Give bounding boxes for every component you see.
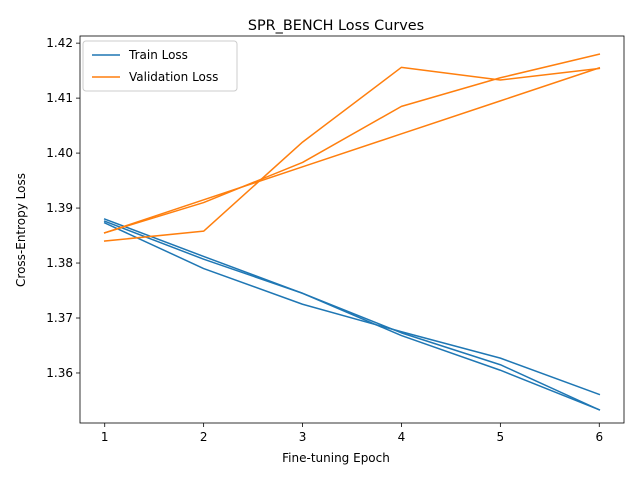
x-tick-label: 2 [200, 430, 208, 444]
x-axis-label: Fine-tuning Epoch [282, 451, 390, 465]
y-tick-label: 1.42 [46, 36, 73, 50]
series-layer [103, 53, 601, 411]
y-tick-label: 1.39 [46, 201, 73, 215]
legend-label: Validation Loss [129, 70, 218, 84]
plot-frame [79, 35, 625, 424]
y-axis-label: Cross-Entropy Loss [14, 173, 28, 287]
series-line-6 [103, 66, 601, 234]
series-line-1 [103, 218, 601, 411]
x-tick-label: 5 [497, 430, 505, 444]
x-tick-label: 1 [101, 430, 109, 444]
series-line-5 [103, 53, 601, 234]
legend-box [82, 40, 238, 92]
legend-label: Train Loss [128, 48, 188, 62]
series-line-2 [103, 220, 601, 411]
x-tick-label: 4 [398, 430, 406, 444]
series-line-3 [103, 221, 601, 396]
series-line-4 [103, 66, 601, 242]
chart-title: SPR_BENCH Loss Curves [248, 18, 424, 34]
y-tick-label: 1.38 [46, 256, 73, 270]
axes-layer: 1 2 3 4 5 6 1.36 1.37 1.38 1.39 1.40 1.41 1.42 [46, 35, 625, 444]
y-tick-label: 1.40 [46, 146, 73, 160]
x-tick-label: 6 [595, 430, 603, 444]
legend: Train Loss Validation Loss [82, 40, 238, 92]
y-tick-label: 1.37 [46, 311, 73, 325]
x-tick-label: 3 [299, 430, 307, 444]
y-tick-label: 1.41 [46, 91, 73, 105]
y-tick-label: 1.36 [46, 366, 73, 380]
